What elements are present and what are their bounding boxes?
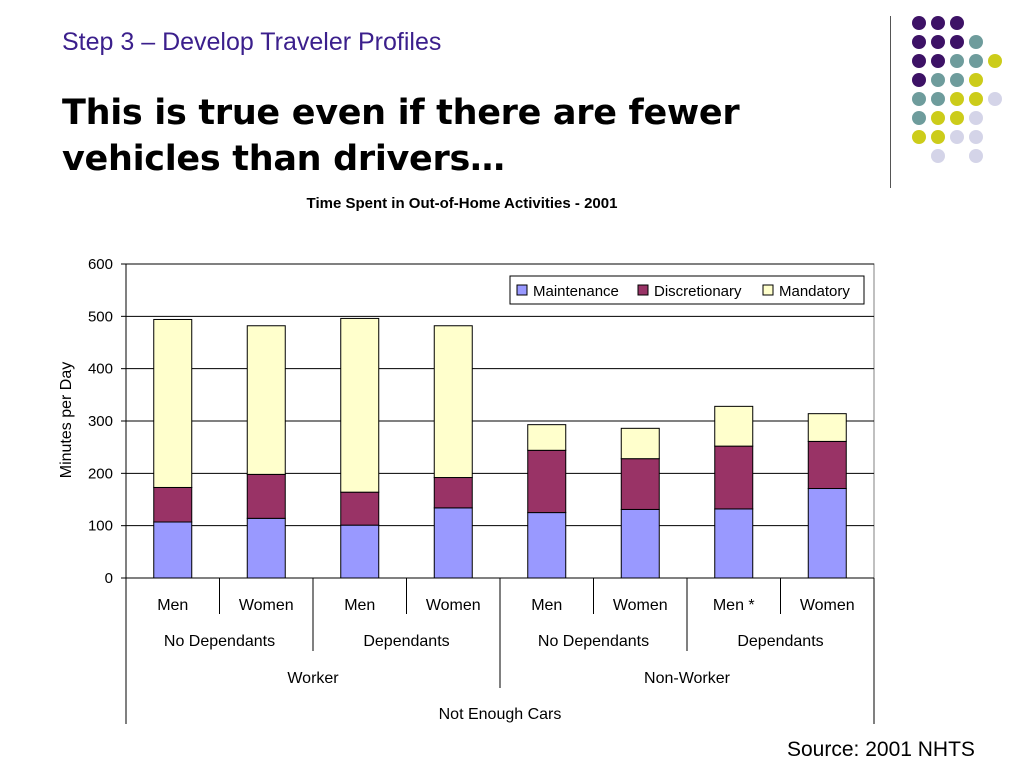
- decorative-dot: [969, 35, 983, 49]
- y-tick-label: 400: [88, 361, 113, 378]
- y-tick-label: 500: [88, 308, 113, 325]
- decorative-dot-grid: [912, 16, 1002, 163]
- legend-swatch-discretionary: [637, 284, 649, 296]
- x-group-label: Worker: [287, 670, 339, 687]
- bar-segment-mandatory: [807, 413, 847, 442]
- decorative-dot: [950, 16, 964, 30]
- x-category-label: Women: [426, 597, 481, 614]
- x-group-label: No Dependants: [538, 633, 649, 650]
- decorative-dot: [931, 149, 945, 163]
- decorative-dot: [931, 54, 945, 68]
- decorative-dot: [931, 130, 945, 144]
- decorative-dot: [912, 73, 926, 87]
- x-group-label: Dependants: [737, 633, 823, 650]
- x-category-label: Men: [344, 597, 375, 614]
- bar-segment-maintenance: [807, 488, 847, 579]
- y-tick-label: 300: [88, 413, 113, 430]
- bar-segment-mandatory: [620, 427, 660, 460]
- x-category-label: Women: [613, 597, 668, 614]
- legend-box: [509, 275, 865, 305]
- y-axis-label: Minutes per Day: [58, 362, 75, 479]
- source-note: Source: 2001 NHTS: [787, 738, 975, 761]
- bar-segment-discretionary: [714, 445, 754, 510]
- bar-segment-maintenance: [340, 524, 380, 579]
- bar-segment-mandatory: [340, 317, 380, 493]
- decorative-dot: [950, 73, 964, 87]
- bar-segment-maintenance: [527, 512, 567, 579]
- decorative-dot: [950, 92, 964, 106]
- decorative-dot: [931, 111, 945, 125]
- decorative-dot: [931, 92, 945, 106]
- bar-segment-mandatory: [246, 325, 286, 475]
- bar-segment-maintenance: [714, 508, 754, 579]
- decorative-dot: [988, 54, 1002, 68]
- legend-label-maintenance: Maintenance: [533, 283, 619, 300]
- x-category-label: Women: [800, 597, 855, 614]
- decorative-dot: [969, 111, 983, 125]
- decorative-dot: [969, 54, 983, 68]
- decorative-dot: [912, 16, 926, 30]
- chart-title: Time Spent in Out-of-Home Activities - 2…: [307, 195, 618, 212]
- bar-segment-maintenance: [246, 517, 286, 579]
- x-group-label: Not Enough Cars: [439, 706, 562, 723]
- bar-segment-discretionary: [807, 440, 847, 490]
- decorative-dot: [912, 54, 926, 68]
- decorative-dot: [931, 73, 945, 87]
- bar-segment-discretionary: [246, 473, 286, 519]
- decorative-dot: [988, 92, 1002, 106]
- bar-segment-discretionary: [153, 486, 193, 523]
- decorative-dot: [912, 130, 926, 144]
- decorative-dot: [969, 73, 983, 87]
- y-tick-label: 600: [88, 256, 113, 273]
- y-tick-label: 100: [88, 518, 113, 535]
- legend-label-discretionary: Discretionary: [654, 283, 742, 300]
- decorative-dot: [931, 16, 945, 30]
- decorative-dot: [969, 149, 983, 163]
- bar-segment-mandatory: [153, 318, 193, 488]
- y-tick-label: 0: [105, 570, 113, 587]
- decorative-dot: [950, 54, 964, 68]
- legend-swatch-mandatory: [762, 284, 774, 296]
- legend-label-mandatory: Mandatory: [779, 283, 850, 300]
- bar-segment-maintenance: [153, 521, 193, 579]
- legend-swatch-maintenance: [516, 284, 528, 296]
- chart-legend: Maintenance Discretionary Mandatory: [509, 275, 865, 305]
- bar-segment-maintenance: [433, 507, 473, 579]
- x-group-label: Dependants: [363, 633, 449, 650]
- decorative-dot: [969, 92, 983, 106]
- bar-segment-mandatory: [527, 424, 567, 451]
- decorative-dot: [950, 35, 964, 49]
- decorative-dot: [950, 130, 964, 144]
- bar-segment-discretionary: [620, 458, 660, 510]
- decorative-dot: [912, 92, 926, 106]
- bar-segment-discretionary: [433, 477, 473, 509]
- x-category-label: Men: [531, 597, 562, 614]
- x-category-label: Men: [157, 597, 188, 614]
- decorative-dot: [912, 111, 926, 125]
- step-title: Step 3 – Develop Traveler Profiles: [62, 28, 442, 56]
- x-group-label: Non-Worker: [644, 670, 731, 687]
- bar-segment-discretionary: [527, 449, 567, 514]
- decorative-dot: [912, 35, 926, 49]
- y-tick-label: 200: [88, 465, 113, 482]
- bar-segment-mandatory: [433, 325, 473, 479]
- decorative-dot: [969, 130, 983, 144]
- bar-segment-maintenance: [620, 508, 660, 579]
- bar-segment-mandatory: [714, 405, 754, 447]
- x-category-label: Men *: [713, 597, 755, 614]
- page-title: This is true even if there are fewer veh…: [62, 93, 740, 179]
- x-category-label: Women: [239, 597, 294, 614]
- decorative-dot: [950, 111, 964, 125]
- x-group-label: No Dependants: [164, 633, 275, 650]
- decorative-dot: [931, 35, 945, 49]
- bar-segment-discretionary: [340, 491, 380, 526]
- decorative-divider: [890, 16, 891, 188]
